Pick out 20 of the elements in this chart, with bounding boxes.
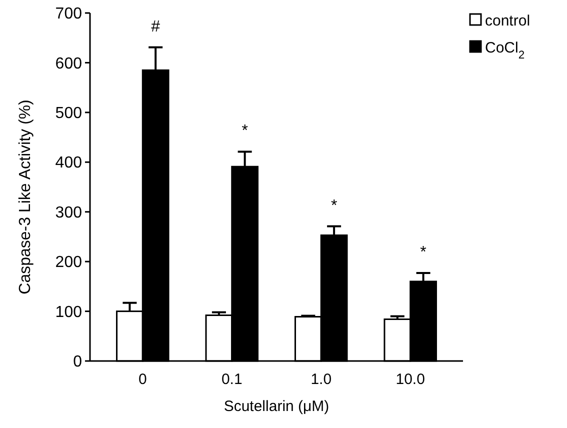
- x-tick-label: 10.0: [396, 371, 425, 388]
- x-tick-label: 0: [138, 371, 147, 388]
- y-tick-label: 200: [55, 254, 82, 272]
- y-tick-label: 400: [55, 154, 82, 172]
- y-tick-label: 500: [55, 105, 82, 122]
- y-tick-label: 0: [73, 354, 82, 371]
- x-tick-label: 0.1: [221, 371, 242, 388]
- legend-label: control: [485, 12, 530, 30]
- annotation: #: [151, 18, 160, 36]
- x-tick-label: 1.0: [310, 371, 332, 388]
- y-tick-label: 700: [55, 6, 82, 23]
- annotation: *: [420, 244, 426, 262]
- y-tick-label: 100: [55, 304, 82, 321]
- annotation: *: [242, 122, 248, 140]
- x-axis-title: Scutellarin (μM): [224, 398, 330, 415]
- y-tick-label: 600: [55, 55, 82, 72]
- annotation: *: [330, 197, 338, 214]
- y-tick-label: 300: [55, 204, 82, 222]
- legend-label: CoCl$_{2}$: [485, 39, 525, 62]
- y-axis-title: Caspase-3 Like Activity (%): [17, 100, 34, 294]
